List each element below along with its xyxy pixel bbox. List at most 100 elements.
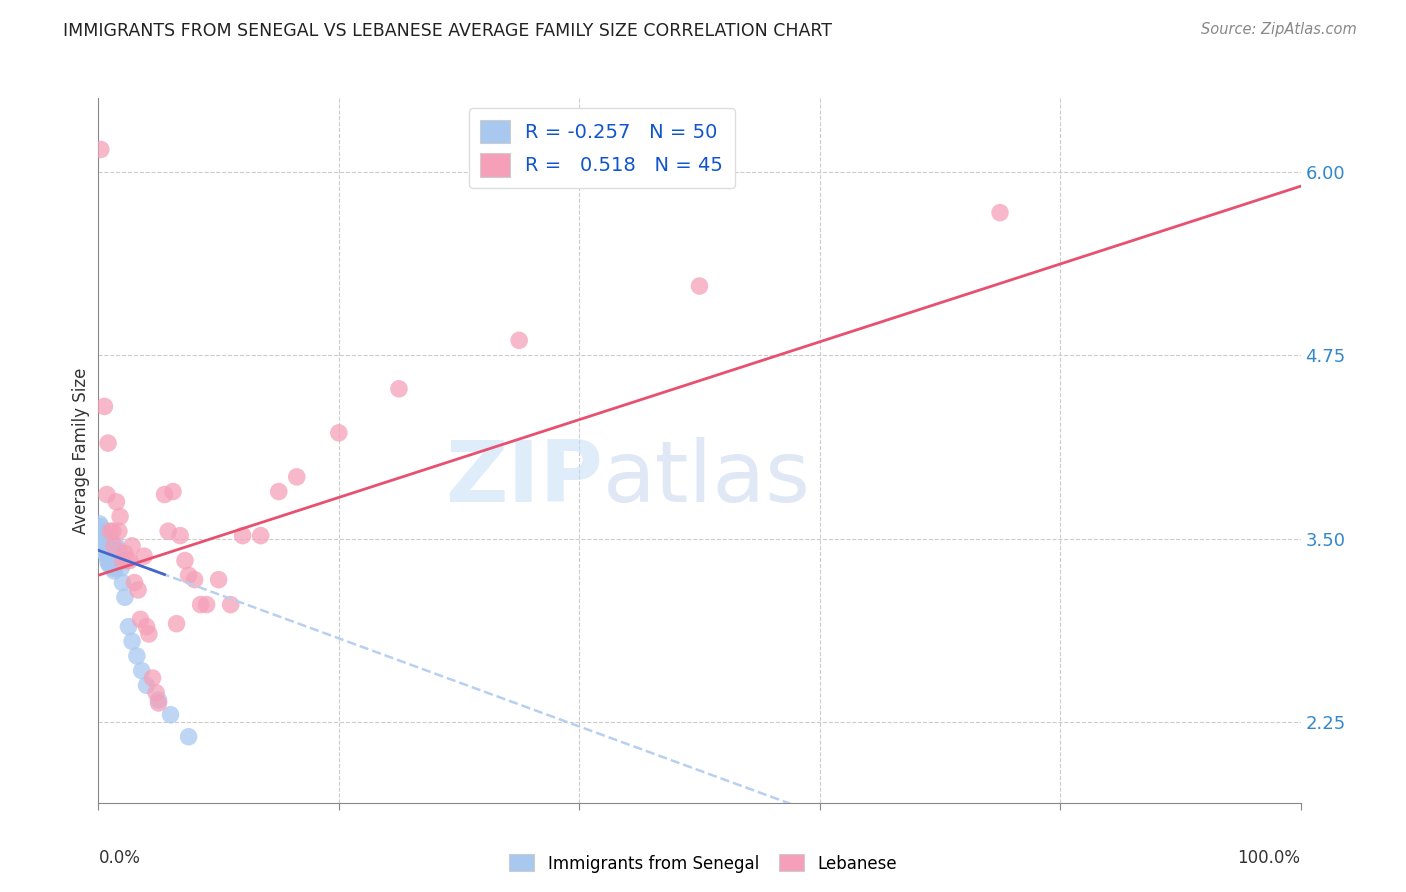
- Point: [100, 555, 122, 569]
- Point: [103, 539, 125, 553]
- Point: [91, 534, 114, 549]
- Text: Source: ZipAtlas.com: Source: ZipAtlas.com: [1201, 22, 1357, 37]
- Point: [132, 549, 155, 564]
- Point: [96, 487, 118, 501]
- Point: [117, 553, 139, 567]
- Point: [93, 537, 115, 551]
- Point: [101, 561, 124, 575]
- Text: 0.0%: 0.0%: [98, 848, 141, 867]
- Point: [166, 616, 188, 631]
- Point: [91, 528, 114, 542]
- Point: [91, 534, 114, 549]
- Point: [98, 552, 121, 566]
- Point: [107, 543, 129, 558]
- Point: [508, 334, 530, 348]
- Legend: Immigrants from Senegal, Lebanese: Immigrants from Senegal, Lebanese: [502, 847, 904, 880]
- Point: [117, 620, 139, 634]
- Point: [148, 696, 170, 710]
- Point: [97, 436, 120, 450]
- Point: [98, 546, 121, 560]
- Point: [105, 549, 128, 564]
- Point: [127, 582, 149, 597]
- Point: [101, 524, 124, 539]
- Point: [129, 612, 152, 626]
- Point: [141, 671, 163, 685]
- Legend: R = -0.257   N = 50, R =   0.518   N = 45: R = -0.257 N = 50, R = 0.518 N = 45: [468, 108, 735, 188]
- Point: [94, 534, 117, 549]
- Point: [169, 528, 191, 542]
- Point: [157, 524, 180, 539]
- Point: [121, 634, 143, 648]
- Point: [124, 575, 146, 590]
- Point: [135, 620, 157, 634]
- Point: [96, 549, 118, 564]
- Point: [94, 546, 117, 560]
- Point: [177, 730, 200, 744]
- Point: [114, 591, 136, 605]
- Point: [174, 553, 197, 567]
- Point: [100, 549, 122, 564]
- Point: [114, 546, 136, 560]
- Point: [89, 516, 111, 531]
- Point: [131, 664, 153, 678]
- Point: [135, 678, 157, 692]
- Point: [97, 555, 120, 569]
- Point: [101, 555, 124, 569]
- Point: [285, 470, 308, 484]
- Point: [148, 693, 170, 707]
- Y-axis label: Average Family Size: Average Family Size: [72, 368, 90, 533]
- Point: [121, 539, 143, 553]
- Point: [988, 205, 1011, 219]
- Point: [177, 568, 200, 582]
- Point: [100, 524, 122, 539]
- Point: [98, 558, 121, 572]
- Point: [90, 528, 112, 542]
- Point: [159, 707, 181, 722]
- Text: IMMIGRANTS FROM SENEGAL VS LEBANESE AVERAGE FAMILY SIZE CORRELATION CHART: IMMIGRANTS FROM SENEGAL VS LEBANESE AVER…: [63, 22, 832, 40]
- Point: [104, 561, 127, 575]
- Point: [125, 648, 148, 663]
- Point: [267, 484, 290, 499]
- Point: [108, 553, 131, 567]
- Point: [111, 575, 134, 590]
- Point: [93, 400, 115, 414]
- Point: [96, 537, 118, 551]
- Point: [91, 524, 114, 539]
- Point: [89, 524, 111, 539]
- Point: [108, 524, 131, 539]
- Point: [153, 487, 176, 501]
- Point: [219, 598, 242, 612]
- Point: [91, 539, 114, 553]
- Point: [110, 561, 132, 575]
- Point: [388, 382, 411, 396]
- Point: [689, 279, 711, 293]
- Point: [183, 573, 205, 587]
- Point: [190, 598, 212, 612]
- Point: [100, 552, 122, 566]
- Point: [93, 543, 115, 558]
- Point: [162, 484, 184, 499]
- Point: [138, 627, 160, 641]
- Point: [105, 495, 128, 509]
- Point: [328, 425, 350, 440]
- Point: [108, 546, 131, 560]
- Point: [195, 598, 218, 612]
- Point: [232, 528, 254, 542]
- Point: [145, 686, 167, 700]
- Point: [93, 532, 115, 546]
- Point: [108, 509, 131, 524]
- Point: [97, 549, 120, 564]
- Point: [103, 558, 125, 572]
- Point: [105, 539, 128, 553]
- Point: [96, 543, 118, 558]
- Point: [103, 564, 125, 578]
- Point: [90, 143, 112, 157]
- Text: 100.0%: 100.0%: [1237, 848, 1301, 867]
- Point: [91, 532, 114, 546]
- Point: [118, 553, 141, 567]
- Point: [249, 528, 271, 542]
- Text: atlas: atlas: [603, 437, 811, 520]
- Point: [208, 573, 231, 587]
- Point: [90, 520, 112, 534]
- Text: ZIP: ZIP: [446, 437, 603, 520]
